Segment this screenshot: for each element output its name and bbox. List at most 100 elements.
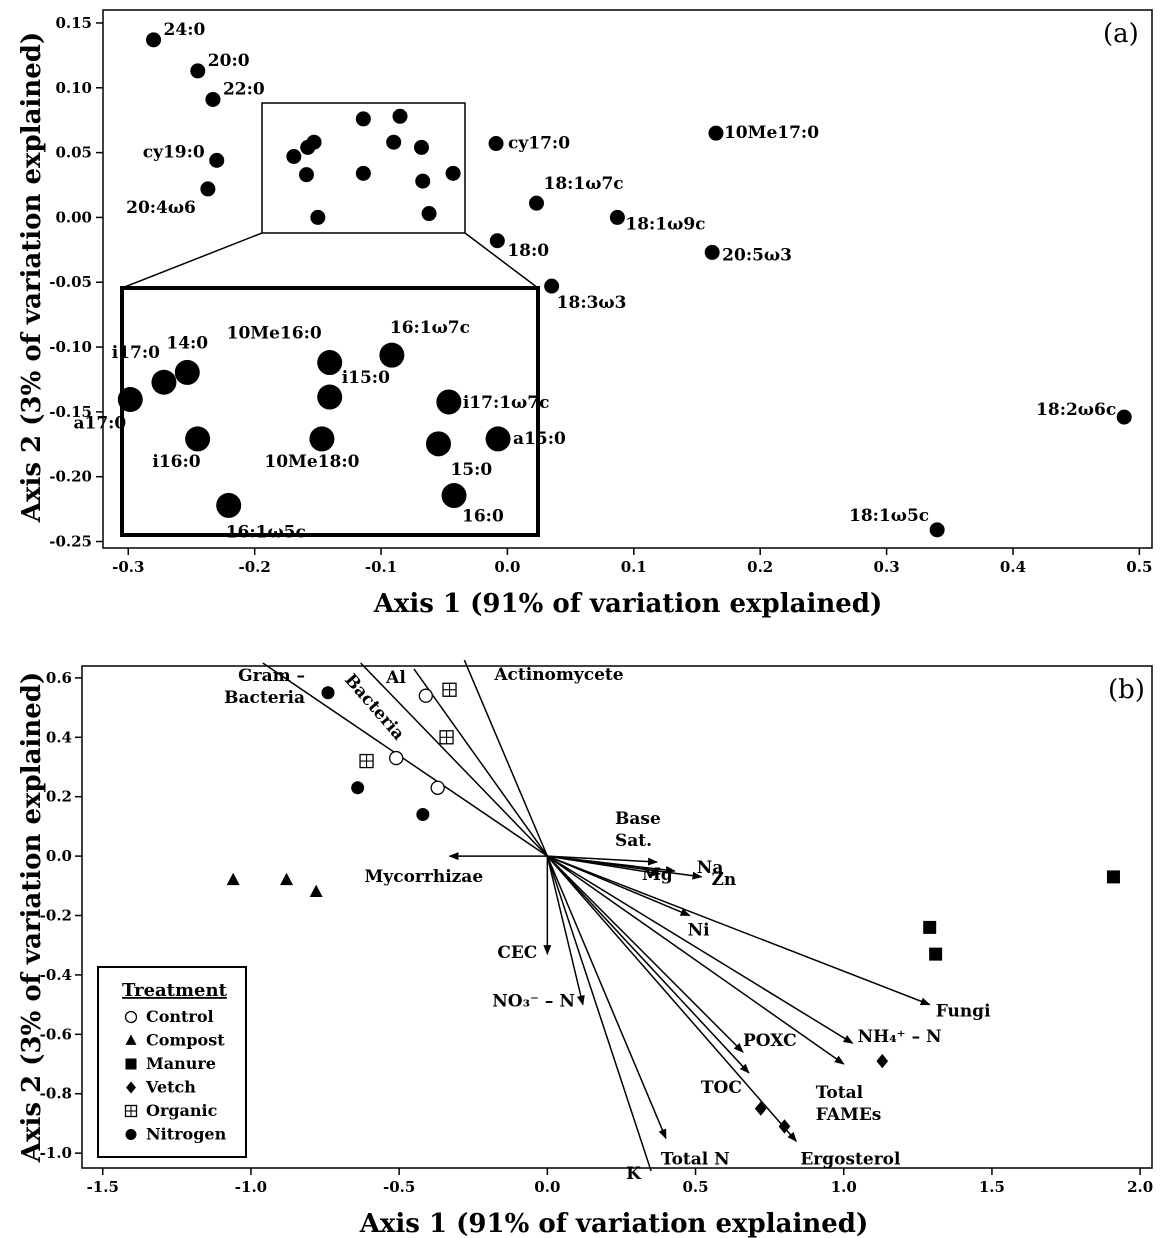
vector-label-line: FAMEs bbox=[816, 1105, 882, 1125]
inset-point-i17-1-7c bbox=[436, 389, 462, 415]
x-tick-label: -1.5 bbox=[87, 1178, 119, 1196]
vector-gram-bacteria bbox=[262, 662, 548, 857]
vector-label-line: Base bbox=[615, 809, 661, 829]
x-tick-label: 0.5 bbox=[1126, 558, 1152, 576]
legend-label: Control bbox=[146, 1007, 214, 1026]
inset-point-label: i15:0 bbox=[342, 368, 390, 388]
vector-label: Ni bbox=[688, 921, 711, 941]
point-label: 18:1ω9c bbox=[625, 214, 705, 234]
panel-a-plot-frame bbox=[102, 9, 1153, 549]
y-tick-label: 0.00 bbox=[55, 208, 92, 226]
y-tick-label: 0.05 bbox=[55, 144, 92, 162]
y-tick-label: 0.4 bbox=[46, 728, 72, 746]
y-tick-label: 0.15 bbox=[55, 14, 92, 32]
inset-point-i15-0 bbox=[317, 384, 343, 410]
vector-label: Actinomycete bbox=[493, 665, 623, 685]
point-nitrogen bbox=[416, 808, 430, 822]
inset-point-16-1-5c bbox=[216, 492, 242, 518]
legend-label: Compost bbox=[146, 1031, 225, 1050]
cluster-inset-frame bbox=[120, 286, 540, 537]
cluster-point bbox=[355, 165, 371, 181]
point-20-4-6 bbox=[200, 181, 216, 197]
vector-total-n bbox=[546, 855, 667, 1140]
panel-b-y-ticks: 0.6 0.4 0.2 0.0 -0.2 -0.4 -0.6 -0.8 -1.0 bbox=[40, 669, 82, 1162]
vector-label: Na bbox=[697, 858, 724, 878]
vector-toc bbox=[546, 855, 750, 1074]
cluster-point bbox=[413, 139, 429, 155]
inset-point-10me18-0 bbox=[309, 426, 335, 452]
point-organic bbox=[442, 682, 457, 697]
inset-point-15-0 bbox=[425, 431, 451, 457]
panel-a: (a) -0.3 -0.2 -0.1 0.0 0.1 0.2 0.3 0.4 0.5 0.150… bbox=[17, 9, 1153, 619]
vector-base-sat bbox=[547, 855, 659, 866]
inset-point-label: a17:0 bbox=[73, 413, 126, 433]
vector-zn bbox=[547, 855, 703, 880]
x-tick-label: 0.5 bbox=[682, 1178, 708, 1196]
vector-no-n bbox=[546, 855, 585, 1006]
inset-point-label: 15:0 bbox=[450, 460, 492, 480]
vector-label: Gram – Bacteria bbox=[224, 666, 305, 708]
cluster-point bbox=[355, 111, 371, 127]
y-tick-label: -0.25 bbox=[49, 533, 92, 551]
vector-label-line: Gram – bbox=[238, 666, 305, 686]
panel-b-y-axis-title: Axis 2 (3% of variation explained) bbox=[17, 672, 47, 1163]
y-tick-label: 0.0 bbox=[46, 847, 72, 865]
point-18-3-3 bbox=[544, 278, 560, 294]
point-vetch bbox=[876, 1053, 889, 1069]
legend-box bbox=[97, 966, 247, 1158]
y-tick-label: -0.4 bbox=[40, 966, 72, 984]
vector-nh-n bbox=[546, 855, 854, 1044]
vector-poxc bbox=[546, 855, 744, 1053]
point-10me17-0 bbox=[708, 125, 724, 141]
y-tick-label: 0.6 bbox=[46, 669, 72, 687]
panel-a-x-axis-title: Axis 1 (91% of variation explained) bbox=[373, 589, 883, 619]
inset-point-10me16-0 bbox=[317, 350, 343, 376]
vector-label-line: Bacteria bbox=[224, 688, 305, 708]
inset-point-label: 10Me18:0 bbox=[264, 452, 359, 472]
inset-point-16-0 bbox=[441, 483, 467, 509]
point-22-0 bbox=[205, 91, 221, 107]
x-tick-label: 1.0 bbox=[831, 1178, 857, 1196]
vector-label: POXC bbox=[743, 1031, 797, 1051]
vector-al bbox=[413, 668, 548, 857]
inset-point-label: 16:1ω7c bbox=[390, 318, 470, 338]
x-tick-label: -0.2 bbox=[238, 558, 270, 576]
y-tick-label: -0.05 bbox=[49, 273, 92, 291]
point-vetch bbox=[778, 1119, 791, 1134]
point-label: 24:0 bbox=[164, 20, 206, 40]
vector-label-line: Sat. bbox=[615, 831, 652, 851]
y-tick-label: -0.20 bbox=[49, 468, 92, 486]
point-organic bbox=[359, 753, 374, 769]
point-manure bbox=[1106, 870, 1120, 884]
legend-label: Nitrogen bbox=[146, 1125, 227, 1144]
vector-label: Fungi bbox=[936, 1002, 991, 1022]
y-tick-label: 0.2 bbox=[46, 788, 72, 806]
vector-label: Total N bbox=[661, 1149, 730, 1169]
panel-b-points bbox=[226, 682, 1120, 1134]
inset-point-label: a15:0 bbox=[513, 429, 566, 449]
legend-label: Organic bbox=[146, 1101, 218, 1120]
vector-label: Zn bbox=[711, 870, 736, 890]
legend-label: Vetch bbox=[145, 1078, 196, 1097]
panel-b-vectors: Gram – Bacteria Bacteria Al Actinomycete Base… bbox=[224, 659, 991, 1184]
x-tick-label: 0.2 bbox=[747, 558, 773, 576]
zoom-line-left bbox=[121, 232, 263, 289]
panel-b: (b) -1.5 -1.0 -0.5 0.0 0.5 1.0 1.5 2.0 0.60.40.… bbox=[17, 659, 1153, 1238]
point-label: 18:1ω7c bbox=[544, 174, 624, 194]
cluster-point bbox=[286, 148, 302, 164]
legend-marker-manure bbox=[125, 1058, 137, 1070]
vector-label: NH₄⁺ – N bbox=[858, 1027, 942, 1047]
point-control bbox=[430, 780, 445, 795]
point-vetch bbox=[754, 1101, 767, 1116]
x-tick-label: -0.1 bbox=[365, 558, 397, 576]
y-tick-label: -0.2 bbox=[40, 907, 72, 925]
panel-a-cluster bbox=[120, 102, 540, 537]
panel-a-y-ticks: 0.15 0.10 0.05 0.00 -0.05 -0.10 -0.15 -0.20 -0.2… bbox=[49, 14, 103, 551]
inset-point-label: i17:1ω7c bbox=[463, 393, 550, 413]
point-18-2-6c bbox=[1116, 409, 1132, 425]
legend-entries: Control Compost Manure Vetch Organic Nitrogen bbox=[124, 1007, 227, 1144]
point-20-0 bbox=[190, 63, 206, 79]
point-manure bbox=[923, 920, 937, 934]
x-tick-label: -0.5 bbox=[383, 1178, 415, 1196]
cluster-point bbox=[445, 165, 461, 181]
